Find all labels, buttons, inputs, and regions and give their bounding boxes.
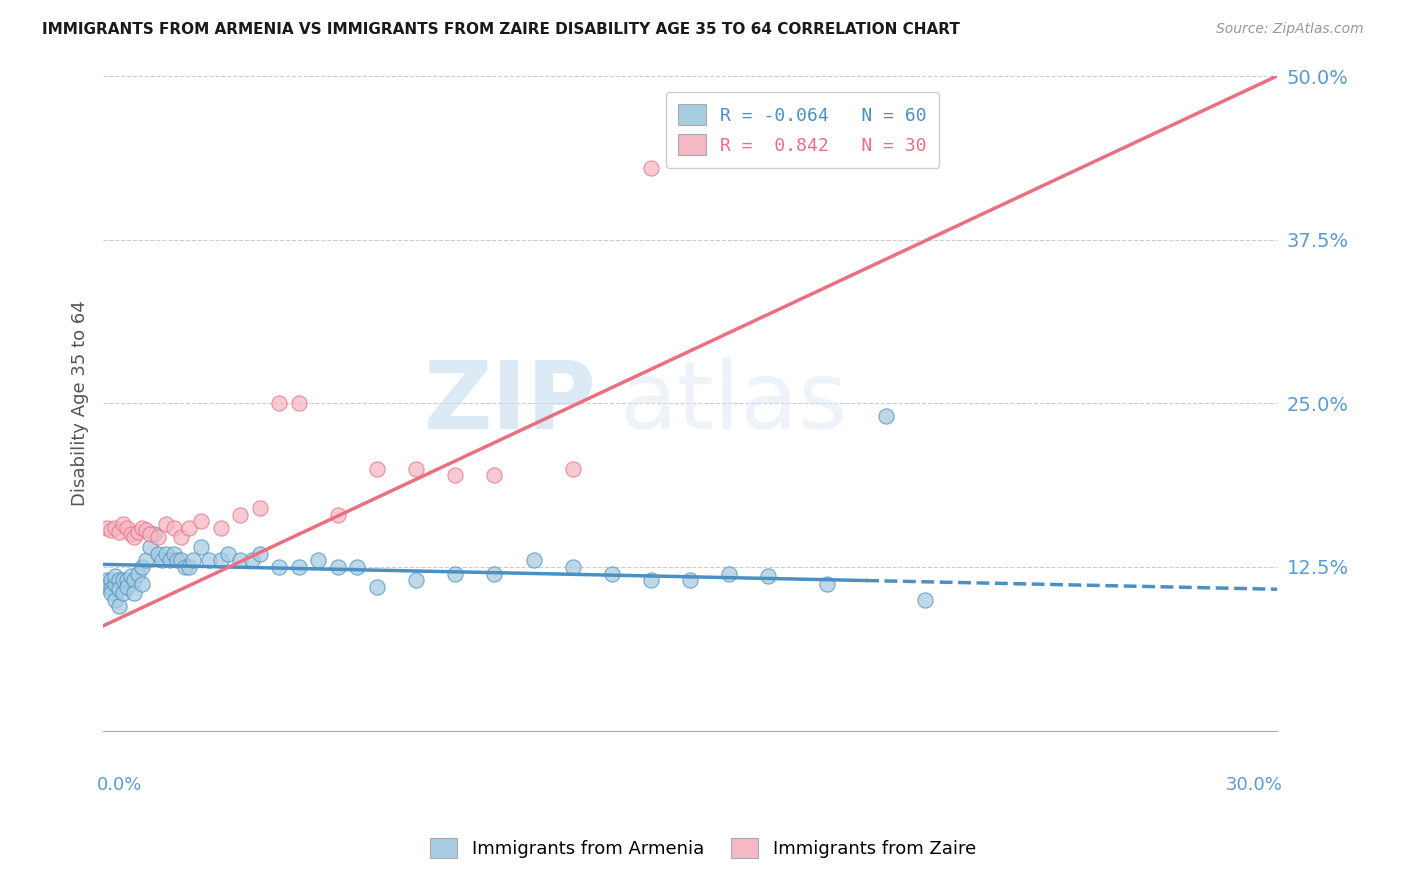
Point <box>229 553 252 567</box>
Point <box>162 547 184 561</box>
Point <box>249 547 271 561</box>
Y-axis label: Disability Age 35 to 64: Disability Age 35 to 64 <box>72 301 89 506</box>
Point <box>875 409 897 424</box>
Point <box>115 580 138 594</box>
Point <box>217 547 239 561</box>
Point <box>640 573 662 587</box>
Legend: Immigrants from Armenia, Immigrants from Zaire: Immigrants from Armenia, Immigrants from… <box>423 830 983 865</box>
Point <box>756 569 779 583</box>
Point <box>170 553 193 567</box>
Point <box>159 553 181 567</box>
Text: 30.0%: 30.0% <box>1226 776 1282 795</box>
Point <box>326 560 349 574</box>
Point <box>444 566 467 581</box>
Point <box>522 553 544 567</box>
Point <box>127 566 149 581</box>
Point <box>366 580 388 594</box>
Point <box>104 521 127 535</box>
Point <box>107 582 129 597</box>
Point <box>162 521 184 535</box>
Point <box>326 508 349 522</box>
Point <box>240 553 263 567</box>
Point <box>124 573 146 587</box>
Point <box>104 592 127 607</box>
Point <box>100 524 122 538</box>
Point <box>600 566 623 581</box>
Point <box>111 573 134 587</box>
Point <box>444 468 467 483</box>
Point <box>405 573 427 587</box>
Text: IMMIGRANTS FROM ARMENIA VS IMMIGRANTS FROM ZAIRE DISABILITY AGE 35 TO 64 CORRELA: IMMIGRANTS FROM ARMENIA VS IMMIGRANTS FR… <box>42 22 960 37</box>
Point <box>405 462 427 476</box>
Point <box>229 508 252 522</box>
Point <box>679 573 702 587</box>
Point <box>146 547 169 561</box>
Point <box>96 580 118 594</box>
Point <box>307 553 329 567</box>
Point <box>120 569 142 583</box>
Point <box>100 586 122 600</box>
Point <box>115 573 138 587</box>
Point <box>181 553 204 567</box>
Point <box>269 396 291 410</box>
Point <box>104 569 127 583</box>
Point <box>179 521 201 535</box>
Point <box>561 560 583 574</box>
Point <box>146 530 169 544</box>
Point <box>139 541 162 555</box>
Point <box>107 573 129 587</box>
Point <box>249 501 271 516</box>
Point <box>366 462 388 476</box>
Point <box>131 560 153 574</box>
Point <box>96 521 118 535</box>
Point <box>209 521 232 535</box>
Point <box>190 541 212 555</box>
Point <box>100 582 122 597</box>
Point <box>170 530 193 544</box>
Point <box>135 524 157 538</box>
Point <box>174 560 197 574</box>
Point <box>346 560 368 574</box>
Point <box>124 586 146 600</box>
Point <box>269 560 291 574</box>
Point <box>484 566 506 581</box>
Point <box>287 560 309 574</box>
Point <box>135 553 157 567</box>
Text: atlas: atlas <box>620 358 848 450</box>
Point <box>197 553 219 567</box>
Point <box>718 566 741 581</box>
Text: Source: ZipAtlas.com: Source: ZipAtlas.com <box>1216 22 1364 37</box>
Point <box>484 468 506 483</box>
Point <box>124 530 146 544</box>
Legend: R = -0.064   N = 60, R =  0.842   N = 30: R = -0.064 N = 60, R = 0.842 N = 30 <box>666 92 939 168</box>
Point <box>96 573 118 587</box>
Point <box>111 586 134 600</box>
Point <box>107 524 129 539</box>
Point <box>143 527 166 541</box>
Point <box>561 462 583 476</box>
Point <box>166 553 188 567</box>
Point <box>115 521 138 535</box>
Point <box>209 553 232 567</box>
Point <box>179 560 201 574</box>
Point <box>914 592 936 607</box>
Point <box>815 577 838 591</box>
Point <box>155 516 177 531</box>
Point <box>131 521 153 535</box>
Point <box>150 553 173 567</box>
Point <box>100 573 122 587</box>
Text: 0.0%: 0.0% <box>97 776 142 795</box>
Point <box>139 527 162 541</box>
Point <box>111 516 134 531</box>
Point <box>104 577 127 591</box>
Point <box>127 524 149 539</box>
Point <box>287 396 309 410</box>
Point <box>107 599 129 614</box>
Point <box>131 577 153 591</box>
Text: ZIP: ZIP <box>423 358 596 450</box>
Point <box>120 527 142 541</box>
Point <box>155 547 177 561</box>
Point <box>190 514 212 528</box>
Point <box>640 161 662 175</box>
